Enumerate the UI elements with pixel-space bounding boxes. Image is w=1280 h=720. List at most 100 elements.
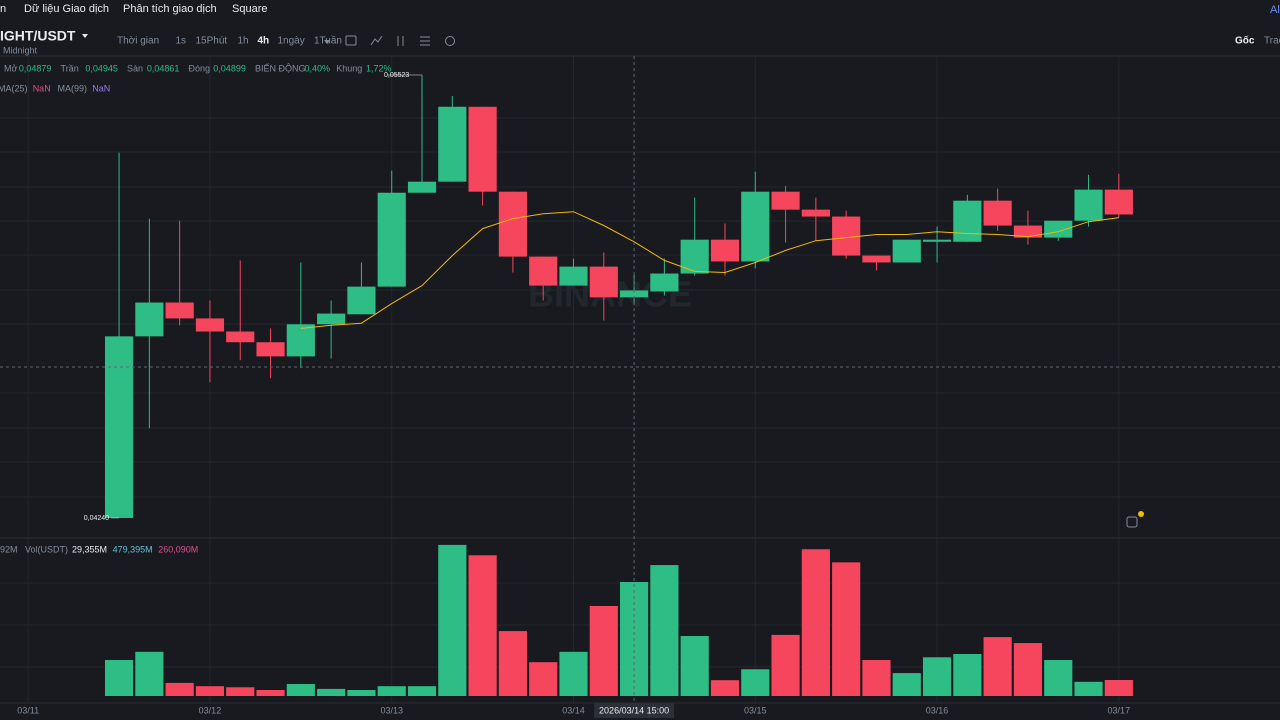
vol-prefix: 92M <box>0 544 18 554</box>
candle <box>650 258 679 296</box>
volume-bar <box>195 686 225 696</box>
volume-bar <box>892 673 921 696</box>
vol-value: 479,395M <box>113 544 153 554</box>
icon[interactable] <box>345 35 357 46</box>
candle <box>801 197 830 241</box>
toolbar-right[interactable]: Trac <box>1264 36 1280 47</box>
candle-body <box>438 106 467 182</box>
volume-bar <box>347 690 376 696</box>
candle-body <box>1013 225 1043 238</box>
candle <box>529 256 558 301</box>
candle-body <box>832 216 861 256</box>
candle <box>1044 220 1073 241</box>
candle <box>165 220 194 326</box>
vol-value: 260,090M <box>158 544 198 554</box>
ohlc-label: Sàn <box>127 63 143 73</box>
volume-bar <box>559 651 588 696</box>
candle <box>832 210 861 259</box>
nav-item[interactable]: Dữ liệu Giao dịch <box>24 3 109 15</box>
icon[interactable] <box>397 36 404 46</box>
ohlc-label: Đóng <box>189 63 211 73</box>
candle <box>256 328 285 379</box>
candle-body <box>801 209 830 217</box>
candle-body <box>589 266 618 298</box>
icon[interactable] <box>370 35 383 46</box>
symbol-pair[interactable]: IGHT/USDT <box>0 28 76 44</box>
toolbar-right[interactable]: Gốc <box>1235 35 1255 47</box>
interval[interactable]: Thời gian <box>117 36 159 47</box>
volume-bar <box>256 690 285 696</box>
nav-right[interactable]: Al <box>1270 4 1280 16</box>
low-label: 0,04240 <box>84 515 109 522</box>
candle-body <box>104 336 134 518</box>
x-tick-label: 03/14 <box>562 705 585 715</box>
volume-bar <box>377 686 406 696</box>
candle-body <box>286 324 315 357</box>
interval-dropdown[interactable] <box>324 40 330 44</box>
candle-body <box>1044 220 1073 238</box>
volume-bar <box>801 549 830 696</box>
x-tick-label: 03/15 <box>744 705 767 715</box>
candle-body <box>1074 189 1103 221</box>
volume-bar <box>468 555 497 696</box>
candle <box>559 258 588 286</box>
ohlc-value: 0,04879 <box>19 63 52 73</box>
candle <box>710 223 740 276</box>
ma-value: NaN <box>33 83 51 93</box>
candle <box>377 170 406 287</box>
volume-bar <box>135 651 164 696</box>
x-tick-label: 03/13 <box>380 705 403 715</box>
ohlc-label: Trần <box>61 63 79 73</box>
icon[interactable] <box>445 36 455 46</box>
candle <box>407 74 437 193</box>
volume-bar <box>1104 679 1133 696</box>
candle-body <box>892 239 921 263</box>
ohlc-label: Mở <box>4 63 17 73</box>
interval[interactable]: 15Phút <box>196 36 228 47</box>
candle <box>468 106 497 206</box>
candle-body <box>922 239 952 242</box>
nav-item[interactable]: n <box>0 3 6 15</box>
icon-dot <box>1138 511 1144 517</box>
volume-bar <box>771 634 800 696</box>
interval[interactable]: 1h <box>238 36 249 47</box>
interval[interactable]: 1ngày <box>278 36 305 47</box>
candle-body <box>953 200 982 242</box>
symbol-name: Midnight <box>3 45 38 55</box>
candle-body <box>620 290 649 298</box>
candle-body <box>317 313 346 325</box>
nav-item[interactable]: Phân tích giao dịch <box>123 3 217 15</box>
candle <box>286 262 315 369</box>
interval[interactable]: 1s <box>176 36 187 47</box>
volume-bar <box>741 669 770 696</box>
volume-bar <box>650 565 679 696</box>
candle-body <box>135 302 164 337</box>
candle-body <box>710 239 740 262</box>
ma-label: MA(25) <box>0 83 28 93</box>
symbol-dropdown[interactable] <box>82 34 88 38</box>
vol-value: 29,355M <box>72 544 107 554</box>
volume-bar <box>680 636 709 696</box>
plot: 03/11 03/12 03/13 03/14 03/15 03/16 03/17 0,055… <box>17 56 1133 718</box>
candle <box>922 226 952 263</box>
candle-body <box>256 342 285 357</box>
candle-body <box>741 191 770 262</box>
icon[interactable] <box>420 36 430 46</box>
candle-body <box>377 192 406 287</box>
volume-bar <box>407 686 437 696</box>
volume-bar <box>529 662 558 696</box>
candle-body <box>650 273 679 292</box>
ohlc-label: Khung <box>336 63 362 73</box>
legends: Mở 0,04879 Trần 0,04945 Sàn 0,04861 Đóng 0,0489… <box>0 63 392 554</box>
candle <box>589 252 618 321</box>
icon[interactable] <box>1126 516 1138 528</box>
candle <box>317 300 346 359</box>
volume-bar <box>1074 681 1103 696</box>
candle <box>135 218 164 429</box>
volume-bar <box>165 682 194 696</box>
nav-item[interactable]: Square <box>232 3 267 15</box>
interval[interactable]: 4h <box>258 36 270 47</box>
candle <box>983 188 1012 231</box>
candle <box>953 194 982 242</box>
